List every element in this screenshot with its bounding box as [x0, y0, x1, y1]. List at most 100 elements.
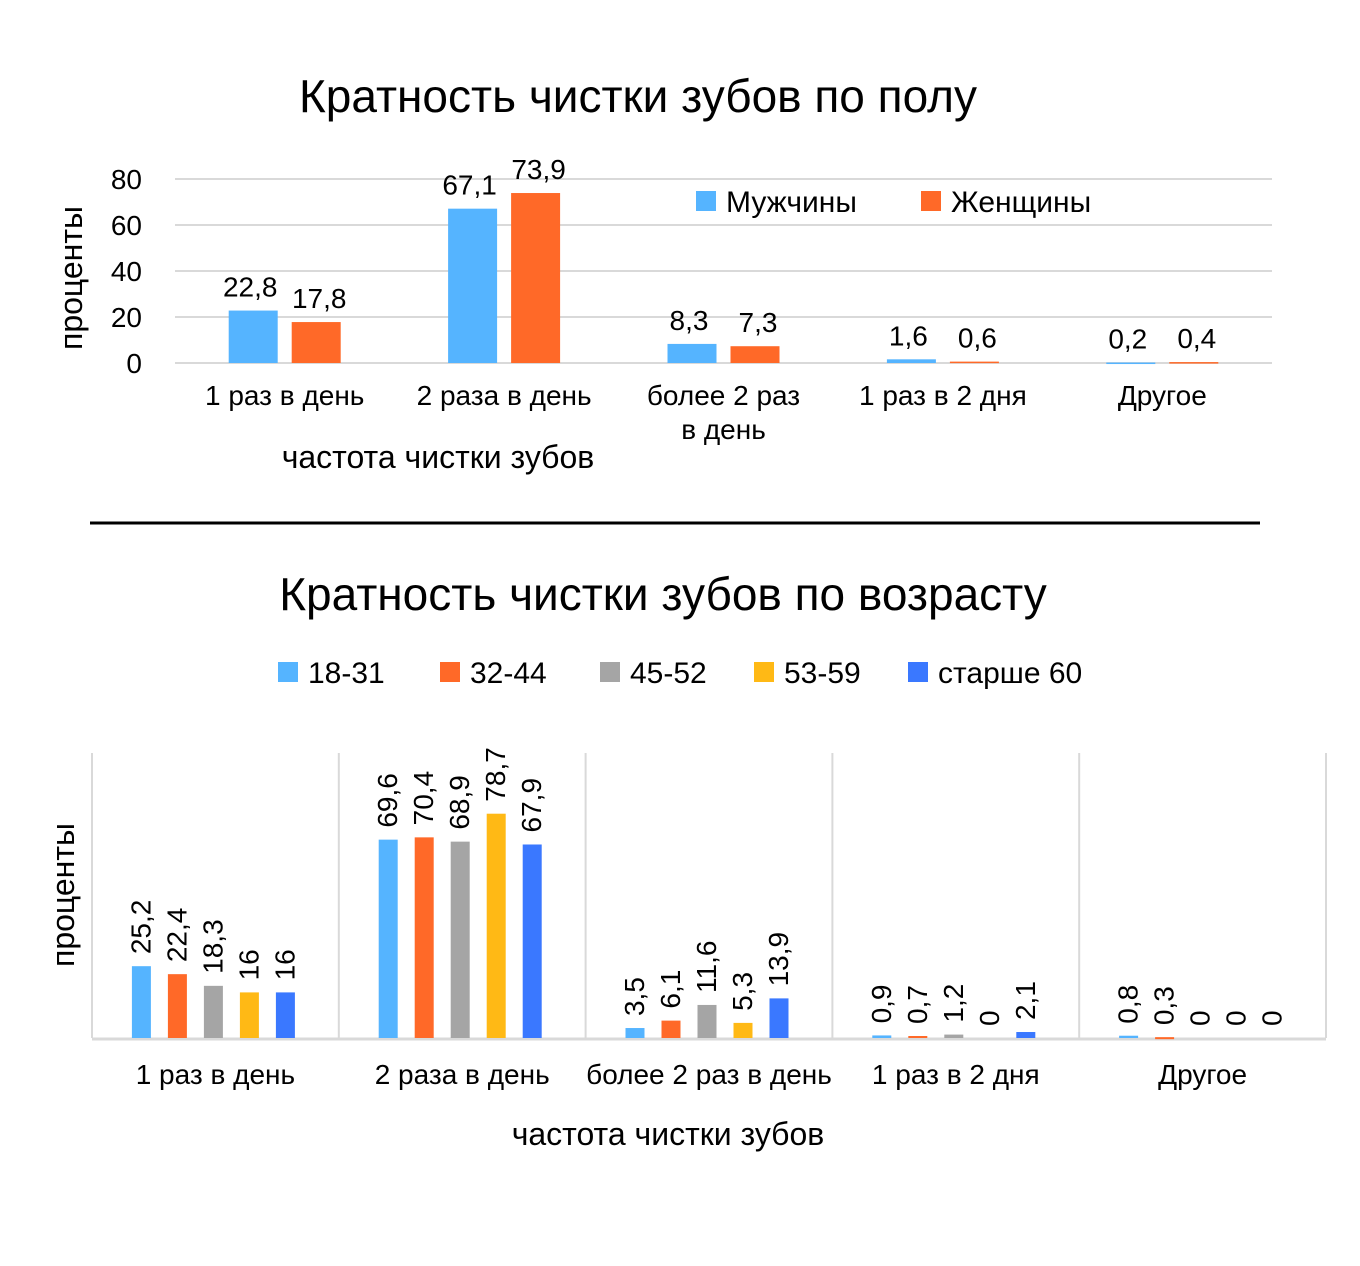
bar	[872, 1035, 892, 1038]
data-label: 70,4	[408, 771, 439, 826]
x-category-label: 2 раза в день	[375, 1059, 550, 1090]
data-label: 0	[1257, 1010, 1288, 1026]
y-tick-label: 0	[126, 348, 142, 379]
bar	[1106, 362, 1156, 365]
x-category-label: Другое	[1158, 1059, 1247, 1090]
bar	[733, 1022, 753, 1038]
data-label: 17,8	[292, 283, 347, 314]
bar	[486, 813, 506, 1038]
legend-swatch	[754, 662, 774, 682]
data-label: 0,3	[1149, 986, 1180, 1025]
data-label: 13,9	[763, 932, 794, 987]
x-category-label: 1 раз в день	[205, 380, 364, 411]
bar	[275, 992, 295, 1038]
data-label: 2,1	[1010, 981, 1041, 1020]
bar	[203, 985, 223, 1038]
legend-swatch	[908, 662, 928, 682]
data-label: 16	[269, 949, 300, 980]
data-label: 18,3	[197, 919, 228, 974]
data-label: 6,1	[655, 970, 686, 1009]
data-label: 0,9	[866, 984, 897, 1023]
bar	[448, 208, 498, 363]
bar	[1016, 1032, 1036, 1038]
data-label: 7,3	[739, 307, 778, 338]
data-label: 0,2	[1108, 324, 1147, 355]
data-label: 69,6	[372, 773, 403, 828]
data-label: 11,6	[691, 941, 722, 993]
y-tick-label: 60	[111, 210, 142, 241]
bar	[667, 343, 717, 363]
chart1-ylabel: проценты	[53, 206, 89, 350]
bar	[239, 992, 259, 1038]
bar	[908, 1036, 928, 1039]
data-label: 16	[233, 949, 264, 980]
bar	[1155, 1037, 1175, 1040]
data-label: 0	[974, 1010, 1005, 1026]
data-label: 22,8	[223, 272, 278, 303]
data-label: 0,7	[902, 985, 933, 1024]
bar	[291, 322, 341, 363]
bar	[1119, 1035, 1139, 1038]
data-label: 3,5	[619, 977, 650, 1016]
bar	[414, 837, 434, 1038]
x-category-label: Другое	[1118, 380, 1207, 411]
legend-label: 18-31	[308, 657, 385, 690]
bar	[944, 1034, 964, 1038]
bar	[131, 966, 151, 1038]
legend-label: 32-44	[470, 657, 547, 690]
bar	[625, 1028, 645, 1038]
y-tick-label: 80	[111, 164, 142, 195]
data-label: 0	[1185, 1010, 1216, 1026]
bar	[886, 359, 936, 363]
legend-swatch	[696, 191, 716, 211]
chart2-ylabel: проценты	[45, 823, 81, 967]
bar	[949, 361, 999, 364]
bar	[769, 998, 789, 1038]
data-label: 78,7	[480, 747, 511, 802]
bar	[661, 1020, 681, 1038]
y-tick-label: 40	[111, 256, 142, 287]
data-label: 68,9	[444, 775, 475, 830]
bar	[511, 193, 561, 363]
data-label: 73,9	[511, 154, 566, 185]
data-label: 22,4	[161, 908, 192, 963]
bar	[167, 974, 187, 1038]
legend-label: Мужчины	[726, 186, 857, 219]
legend-swatch	[278, 662, 298, 682]
chart1-xlabel: частота чистки зубов	[282, 439, 595, 475]
data-label: 25,2	[125, 900, 156, 955]
x-category-label: 1 раз в день	[136, 1059, 295, 1090]
x-category-label: в день	[681, 414, 766, 445]
data-label: 0	[1221, 1010, 1252, 1026]
x-category-label: более 2 раз	[647, 380, 800, 411]
bar	[697, 1004, 717, 1038]
x-category-label: 1 раз в 2 дня	[872, 1059, 1040, 1090]
legend-label: Женщины	[951, 186, 1091, 219]
data-label: 1,2	[938, 984, 969, 1023]
bar	[378, 839, 398, 1038]
data-label: 1,6	[889, 320, 928, 351]
x-category-label: 2 раза в день	[417, 380, 592, 411]
bar	[1169, 362, 1219, 364]
x-category-label: более 2 раз в день	[586, 1059, 832, 1090]
data-label: 67,9	[516, 778, 547, 833]
data-label: 0,6	[958, 323, 997, 354]
chart2-title: Кратность чистки зубов по возрасту	[279, 568, 1047, 620]
data-label: 0,4	[1177, 323, 1216, 354]
data-label: 8,3	[670, 305, 709, 336]
y-tick-label: 20	[111, 302, 142, 333]
bar	[450, 841, 470, 1038]
legend-swatch	[440, 662, 460, 682]
chart2-xlabel: частота чистки зубов	[512, 1116, 825, 1152]
data-label: 0,8	[1113, 985, 1144, 1024]
legend-label: 45-52	[630, 657, 707, 690]
data-label: 5,3	[727, 972, 758, 1011]
bar	[522, 844, 542, 1038]
legend-label: 53-59	[784, 657, 861, 690]
legend-swatch	[600, 662, 620, 682]
legend-label: старше 60	[938, 657, 1082, 690]
chart1-title: Кратность чистки зубов по полу	[299, 70, 977, 122]
x-category-label: 1 раз в 2 дня	[859, 380, 1027, 411]
bar	[228, 310, 278, 363]
